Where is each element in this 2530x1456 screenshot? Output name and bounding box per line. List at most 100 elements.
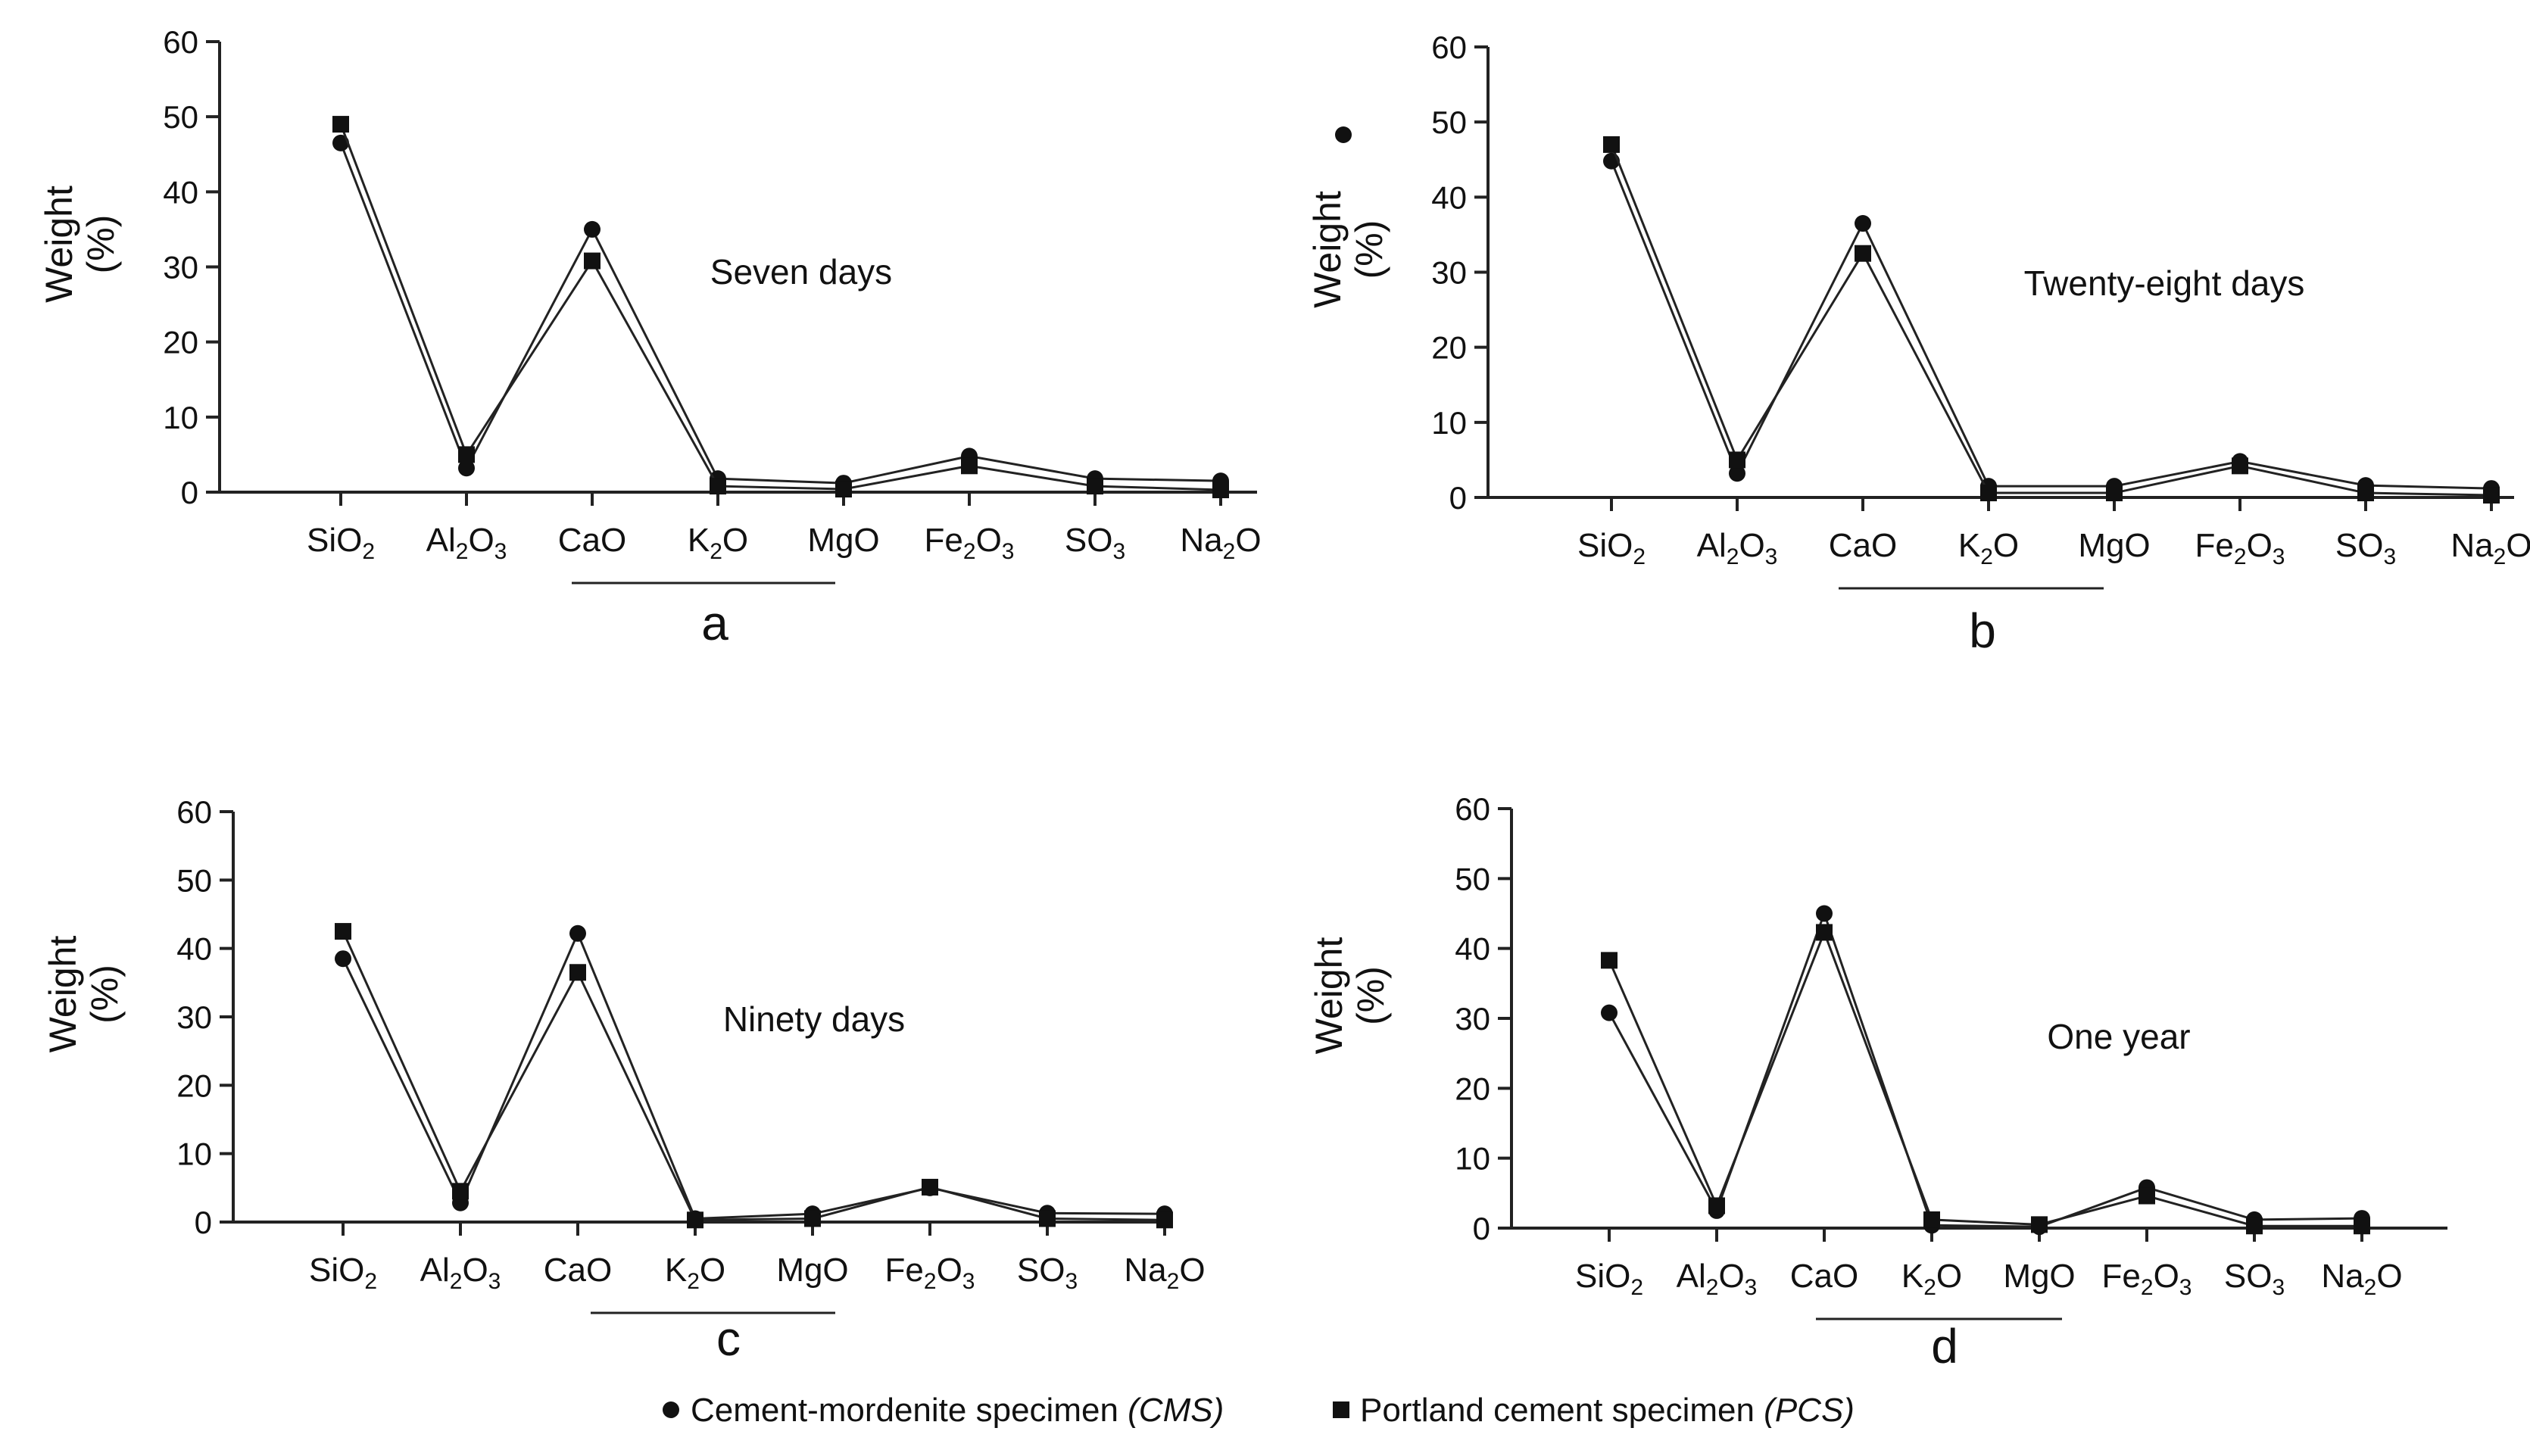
pcs-data-point (1087, 478, 1103, 495)
pcs-data-point (922, 1178, 938, 1196)
pcs-data-point (2357, 485, 2374, 502)
pcs-data-point (1601, 952, 1618, 969)
pcs-data-point (1980, 485, 1997, 502)
pcs-data-point (584, 252, 601, 270)
y-tick-label: 30 (1431, 255, 1467, 291)
x-category-label: MgO (807, 522, 879, 559)
x-category-label: CaO (1829, 527, 1897, 564)
y-axis-unit-label: (%) (1349, 966, 1392, 1025)
y-tick-label: 40 (1455, 931, 1490, 967)
panel-annotation: Seven days (710, 252, 892, 292)
series-line-cms (342, 930, 1165, 1221)
cms-data-point (335, 950, 351, 968)
y-tick-label: 0 (181, 475, 198, 510)
panel-letter: d (1931, 1319, 1958, 1373)
x-category-label: Na2​O (1124, 1252, 1205, 1294)
y-tick-label: 60 (163, 24, 198, 60)
stray-circle-marker (1335, 126, 1352, 143)
pcs-data-point (332, 116, 349, 133)
panel-d: 0 10 20 30 40 50 60 SiO2​ Al2​O3​ CaO K2​O MgO Fe2​O… (1308, 791, 2447, 1373)
x-category-label: Na2​O (2450, 527, 2530, 569)
x-category-label: SiO2​ (1577, 527, 1646, 569)
y-tick-label: 40 (176, 931, 212, 967)
series-line-pcs (339, 123, 1221, 491)
x-category-label: Na2​O (1180, 522, 1261, 564)
x-category-label: CaO (544, 1252, 612, 1289)
pcs-data-point (2246, 1217, 2263, 1235)
pcs-data-point (1816, 924, 1833, 941)
x-category-label: SO3​ (2335, 527, 2396, 569)
series-line-cms (1610, 161, 2492, 490)
y-axis-unit-label: (%) (83, 965, 126, 1024)
y-axis-label: Weight (38, 186, 80, 303)
x-category-label: SiO2​ (309, 1252, 377, 1294)
y-tick-label: 30 (176, 999, 212, 1035)
legend-pcs-marker (1333, 1401, 1349, 1418)
y-tick-label: 0 (195, 1205, 212, 1240)
pcs-data-point (1212, 482, 1229, 499)
x-category-label: Fe2​O3​ (925, 522, 1015, 564)
y-tick-label: 20 (163, 325, 198, 360)
x-category-label: Al2​O3​ (426, 522, 507, 564)
panel-letter: c (716, 1311, 741, 1366)
pcs-data-point (2232, 457, 2248, 475)
y-tick-label: 50 (1455, 861, 1490, 896)
x-category-label: CaO (1790, 1258, 1858, 1295)
y-tick-label: 20 (1431, 330, 1467, 366)
y-tick-label: 30 (163, 250, 198, 285)
legend-pcs-label: Portland cement specimen (PCS) (1360, 1392, 1855, 1429)
y-tick-label: 0 (1473, 1211, 1490, 1246)
legend-cms-marker (663, 1401, 679, 1418)
x-category-label: SO3​ (1065, 522, 1125, 564)
y-axis-unit-label: (%) (80, 215, 122, 274)
pcs-data-point (2106, 485, 2123, 502)
pcs-data-point (1603, 136, 1620, 153)
x-category-label: Al2​O3​ (1677, 1258, 1758, 1300)
pcs-data-point (2031, 1216, 2048, 1233)
x-category-label: Al2​O3​ (420, 1252, 501, 1294)
pcs-data-point (2483, 487, 2500, 504)
cms-data-point (458, 460, 475, 477)
x-category-label: Na2​O (2321, 1258, 2402, 1300)
x-category-label: K2​O (1901, 1258, 1962, 1300)
x-category-label: CaO (558, 522, 626, 559)
y-tick-label: 20 (1455, 1071, 1490, 1106)
x-category-label: K2​O (1958, 527, 2019, 569)
y-tick-label: 30 (1455, 1001, 1490, 1037)
y-tick-label: 10 (163, 400, 198, 435)
y-tick-label: 40 (1431, 179, 1467, 215)
panel-b: 0 10 20 30 40 50 60 SiO2​ Al2​O3​ CaO K2​O MgO Fe2​O… (1306, 30, 2530, 658)
y-tick-label: 50 (176, 862, 212, 898)
pcs-data-point (452, 1183, 469, 1200)
pcs-data-point (2138, 1187, 2155, 1205)
y-tick-label: 40 (163, 174, 198, 210)
pcs-data-point (1039, 1210, 1056, 1227)
panel-c: 0 10 20 30 40 50 60 SiO2​ Al2​O3​ CaO K2​O MgO Fe2​O… (42, 794, 1206, 1366)
y-tick-label: 50 (163, 99, 198, 135)
y-tick-label: 20 (176, 1068, 212, 1103)
series-line-pcs (342, 931, 1165, 1221)
panel-annotation: One year (2047, 1017, 2190, 1056)
chart-panels: 0 10 20 30 40 50 60 SiO2​ Al2​O3​ CaO K2​O MgO Fe2​O… (38, 24, 2530, 1373)
cms-data-point (1729, 465, 1745, 482)
y-tick-label: 0 (1449, 480, 1467, 516)
pcs-data-point (1729, 451, 1745, 469)
x-category-label: Fe2​O3​ (2195, 527, 2285, 569)
pcs-data-point (1855, 245, 1871, 262)
x-category-label: MgO (776, 1252, 848, 1289)
pcs-data-point (1923, 1211, 1940, 1228)
series-line-pcs (1608, 929, 2362, 1227)
series-line-cms (339, 142, 1221, 485)
x-category-label: SiO2​ (307, 522, 375, 564)
y-axis-label: Weight (42, 936, 84, 1053)
y-tick-label: 10 (1431, 405, 1467, 441)
pcs-data-point (835, 481, 852, 498)
cms-data-point (1855, 215, 1871, 232)
pcs-data-point (687, 1211, 703, 1229)
pcs-data-point (1708, 1197, 1725, 1214)
x-category-label: K2​O (688, 522, 748, 564)
panel-letter: b (1969, 603, 1996, 658)
cms-data-point (584, 220, 601, 238)
x-category-label: SO3​ (2224, 1258, 2285, 1300)
pcs-data-point (2354, 1217, 2370, 1235)
